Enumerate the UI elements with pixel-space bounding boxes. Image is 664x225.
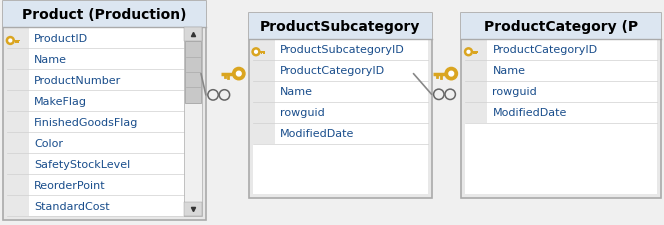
FancyBboxPatch shape: [7, 112, 29, 133]
Text: ProductCategory (P: ProductCategory (P: [484, 20, 638, 33]
FancyBboxPatch shape: [7, 70, 29, 91]
Text: SafetyStockLevel: SafetyStockLevel: [35, 159, 131, 169]
FancyBboxPatch shape: [3, 2, 206, 220]
Circle shape: [449, 72, 454, 77]
FancyBboxPatch shape: [184, 202, 202, 216]
Text: Name: Name: [280, 87, 313, 97]
FancyBboxPatch shape: [253, 123, 275, 144]
Text: MakeFlag: MakeFlag: [35, 96, 88, 106]
Bar: [473, 53, 475, 55]
Text: Name: Name: [35, 54, 67, 65]
Text: ProductSubcategoryID: ProductSubcategoryID: [280, 45, 405, 55]
Text: ReorderPoint: ReorderPoint: [35, 180, 106, 190]
FancyBboxPatch shape: [7, 195, 29, 216]
Circle shape: [464, 48, 473, 57]
FancyBboxPatch shape: [253, 60, 275, 81]
Text: ProductCategoryID: ProductCategoryID: [493, 45, 598, 55]
Text: ModifiedDate: ModifiedDate: [280, 128, 355, 138]
Bar: [469, 52, 478, 53]
Text: ProductNumber: ProductNumber: [35, 75, 122, 85]
Text: FinishedGoodsFlag: FinishedGoodsFlag: [35, 117, 139, 127]
Circle shape: [466, 50, 471, 55]
FancyBboxPatch shape: [465, 39, 657, 194]
FancyBboxPatch shape: [465, 81, 487, 102]
Text: ProductCategoryID: ProductCategoryID: [280, 66, 385, 76]
Circle shape: [252, 48, 261, 57]
Bar: [261, 53, 262, 55]
FancyBboxPatch shape: [465, 60, 487, 81]
FancyBboxPatch shape: [7, 133, 29, 154]
FancyBboxPatch shape: [7, 28, 29, 49]
Text: rowguid: rowguid: [493, 87, 537, 97]
Bar: [475, 53, 477, 55]
Text: ProductID: ProductID: [35, 34, 88, 44]
FancyBboxPatch shape: [253, 39, 428, 194]
Bar: [17, 42, 19, 43]
FancyBboxPatch shape: [249, 14, 432, 39]
FancyBboxPatch shape: [461, 14, 661, 198]
FancyBboxPatch shape: [7, 49, 29, 70]
Bar: [11, 40, 20, 42]
Bar: [15, 42, 17, 44]
FancyBboxPatch shape: [7, 28, 202, 216]
Text: ModifiedDate: ModifiedDate: [493, 108, 567, 117]
Text: ProductSubcategory: ProductSubcategory: [260, 20, 420, 33]
FancyBboxPatch shape: [3, 2, 206, 28]
Text: Color: Color: [35, 138, 63, 148]
Bar: [263, 53, 264, 55]
FancyBboxPatch shape: [7, 174, 29, 195]
Text: StandardCost: StandardCost: [35, 201, 110, 211]
FancyBboxPatch shape: [465, 102, 487, 123]
FancyBboxPatch shape: [185, 42, 201, 103]
FancyBboxPatch shape: [7, 91, 29, 112]
Circle shape: [236, 72, 241, 77]
FancyBboxPatch shape: [7, 154, 29, 174]
FancyBboxPatch shape: [253, 81, 275, 102]
FancyBboxPatch shape: [253, 39, 275, 60]
Bar: [256, 52, 266, 53]
Circle shape: [445, 68, 457, 81]
Circle shape: [8, 39, 13, 43]
FancyBboxPatch shape: [184, 28, 202, 216]
Text: rowguid: rowguid: [280, 108, 325, 117]
Text: Name: Name: [493, 66, 525, 76]
Circle shape: [254, 50, 258, 55]
FancyBboxPatch shape: [465, 39, 487, 60]
FancyBboxPatch shape: [184, 28, 202, 42]
FancyBboxPatch shape: [461, 14, 661, 39]
Circle shape: [232, 68, 245, 81]
Text: Product (Production): Product (Production): [23, 8, 187, 22]
Circle shape: [6, 37, 15, 46]
FancyBboxPatch shape: [253, 102, 275, 123]
FancyBboxPatch shape: [249, 14, 432, 198]
